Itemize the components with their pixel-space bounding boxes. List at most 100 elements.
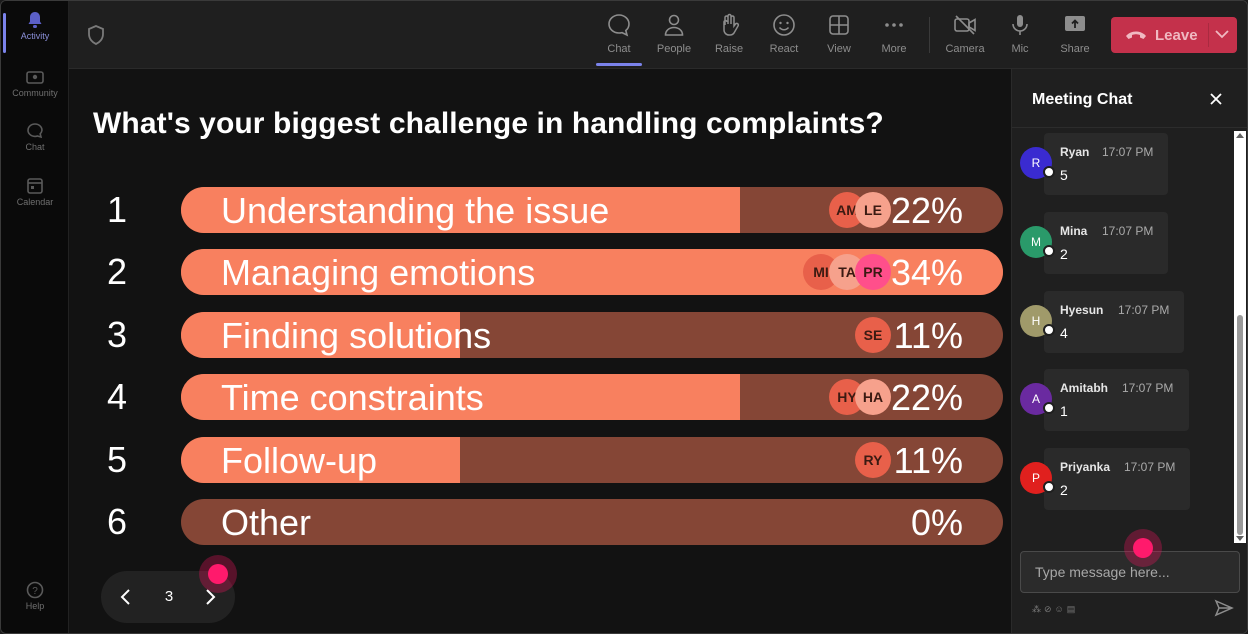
toolbar-share-button[interactable]: Share: [1053, 13, 1097, 55]
poll-stage: What's your biggest challenge in handlin…: [69, 69, 1011, 633]
poll-option-label: Other: [221, 502, 312, 543]
compose-format-icons[interactable]: ⁂⊘☺▤: [1032, 604, 1079, 614]
avatar[interactable]: R: [1020, 147, 1055, 179]
meeting-toolbar: Chat People Raise React View More Camera: [69, 1, 1247, 69]
presence-status-icon: [1043, 324, 1055, 336]
avatar[interactable]: A: [1020, 383, 1055, 415]
help-icon: ?: [26, 581, 44, 599]
poll-bar-fill: [181, 437, 461, 483]
voter-avatar[interactable]: SE: [855, 317, 891, 353]
avatar[interactable]: P: [1020, 462, 1055, 494]
toolbar-label: Raise: [714, 43, 744, 55]
poll-option-bar: Understanding the issue AM LE 22%: [181, 187, 1003, 233]
poll-option-percent: 11%: [893, 315, 963, 356]
toolbar-divider: [929, 17, 930, 53]
voter-avatar[interactable]: RY: [855, 442, 891, 478]
chat-message-text: 4: [1060, 325, 1068, 341]
rail-item-calendar[interactable]: Calendar: [1, 177, 69, 207]
chat-message-text: 1: [1060, 403, 1068, 419]
voter-avatars: SE: [855, 317, 891, 353]
poll-option-percent: 0%: [910, 502, 963, 543]
camera-off-icon: [954, 15, 976, 35]
chat-message[interactable]: Ryan 17:07 PM 5: [1044, 133, 1168, 195]
poll-bar-fill: [181, 187, 740, 233]
chat-message[interactable]: Amitabh 17:07 PM 1: [1044, 369, 1189, 431]
send-icon[interactable]: [1214, 599, 1234, 617]
chat-message[interactable]: Priyanka 17:07 PM 2: [1044, 448, 1190, 510]
rail-item-activity[interactable]: Activity: [1, 11, 69, 53]
poll-option-bar: Finding solutions SE 11%: [181, 312, 1003, 358]
voter-avatars: MI TA PR: [803, 254, 891, 290]
chat-message[interactable]: Hyesun 17:07 PM 4: [1044, 291, 1184, 353]
people-icon: [664, 14, 684, 36]
smiley-icon: [773, 14, 795, 36]
toolbar-label: View: [827, 43, 851, 55]
chat-message-text: 2: [1060, 246, 1068, 262]
voter-avatar[interactable]: HA: [855, 379, 891, 415]
scroll-down-arrow-icon[interactable]: [1236, 536, 1244, 541]
poll-option-label: Finding solutions: [221, 315, 492, 356]
poll-option-percent: 11%: [893, 440, 963, 481]
pointer-indicator: [1124, 529, 1162, 567]
avatar-initial: H: [1031, 314, 1041, 328]
chevron-down-icon[interactable]: [1215, 29, 1229, 39]
voter-avatar[interactable]: LE: [855, 192, 891, 228]
chat-sender-name: Ryan: [1060, 145, 1090, 159]
poll-option-number: 3: [107, 314, 128, 355]
chevron-right-icon[interactable]: [203, 587, 217, 607]
poll-bar-fill: [181, 374, 740, 420]
chat-icon: [27, 123, 43, 139]
leave-button[interactable]: Leave: [1111, 17, 1237, 53]
toolbar-people-button[interactable]: People: [652, 13, 696, 55]
avatar[interactable]: M: [1020, 226, 1055, 258]
community-icon: [26, 71, 44, 84]
toolbar-label: People: [656, 43, 692, 55]
avatar[interactable]: H: [1020, 305, 1055, 337]
rail-item-chat[interactable]: Chat: [1, 122, 69, 152]
leave-label: Leave: [1155, 26, 1198, 44]
toolbar-label: Mic: [1011, 43, 1029, 55]
raise-hand-icon: [723, 13, 740, 36]
voter-avatars: HY HA: [829, 379, 891, 415]
share-screen-icon: [1065, 16, 1085, 31]
toolbar-view-button[interactable]: View: [817, 13, 861, 55]
rail-item-label: Calendar: [16, 197, 54, 207]
toolbar-camera-button[interactable]: Camera: [943, 13, 987, 55]
svg-text:?: ?: [32, 586, 38, 597]
rail-item-label: Community: [12, 88, 58, 98]
toolbar-chat-button[interactable]: Chat: [596, 13, 642, 66]
chevron-left-icon[interactable]: [119, 587, 133, 607]
toolbar-more-button[interactable]: More: [872, 13, 916, 55]
chat-message-input[interactable]: Type message here...: [1020, 551, 1240, 593]
rail-item-community[interactable]: Community: [1, 68, 69, 98]
toolbar-react-button[interactable]: React: [762, 13, 806, 55]
chat-sender-name: Mina: [1060, 224, 1088, 238]
voter-avatar[interactable]: PR: [855, 254, 891, 290]
more-dots-icon: [885, 23, 903, 27]
microphone-icon: [1012, 15, 1028, 35]
scrollbar-thumb[interactable]: [1237, 315, 1243, 535]
toolbar-raise-button[interactable]: Raise: [707, 13, 751, 55]
poll-option-number: 4: [107, 376, 128, 417]
toolbar-mic-button[interactable]: Mic: [998, 13, 1042, 55]
poll-option-bar: Follow-up RY 11%: [181, 437, 1003, 483]
close-icon[interactable]: [1208, 91, 1224, 107]
rail-item-label: Help: [25, 601, 45, 611]
chat-title: Meeting Chat: [1032, 91, 1133, 108]
chat-message[interactable]: Mina 17:07 PM 2: [1044, 212, 1168, 274]
presence-status-icon: [1043, 481, 1055, 493]
poll-option-percent: 22%: [890, 190, 963, 231]
scroll-up-arrow-icon[interactable]: [1236, 133, 1244, 138]
shield-icon[interactable]: [87, 25, 105, 45]
poll-option-number: 2: [107, 251, 128, 292]
avatar-initial: A: [1031, 392, 1040, 406]
rail-item-help[interactable]: ? Help: [1, 581, 69, 611]
chat-scrollbar[interactable]: [1234, 131, 1246, 543]
chat-timestamp: 17:07 PM: [1122, 381, 1174, 395]
chat-timestamp: 17:07 PM: [1124, 460, 1176, 474]
avatar-initial: M: [1031, 235, 1041, 249]
poll-option-label: Understanding the issue: [221, 190, 610, 231]
presence-status-icon: [1043, 245, 1055, 257]
pointer-indicator: [199, 555, 237, 593]
toolbar-label: Chat: [607, 43, 631, 55]
